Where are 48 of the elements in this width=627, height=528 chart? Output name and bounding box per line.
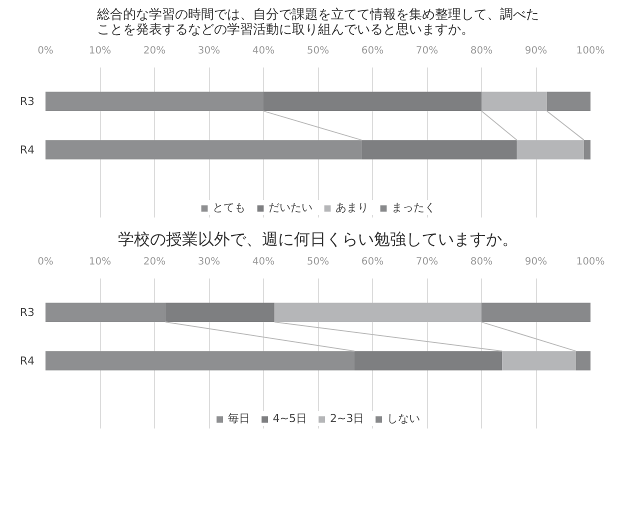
- x-tick-label: 60%: [361, 46, 384, 56]
- x-tick-label: 90%: [524, 256, 548, 268]
- x-tick-label: 70%: [416, 46, 438, 56]
- y-tick-label: R4: [20, 143, 35, 156]
- x-tick-label: 20%: [143, 256, 166, 268]
- y-tick-label: R4: [20, 354, 35, 368]
- x-tick-label: 10%: [88, 46, 112, 56]
- bar: [482, 302, 590, 322]
- bar: [354, 351, 502, 370]
- bar: [46, 92, 264, 112]
- y-tick-label: R3: [20, 306, 35, 319]
- x-tick-label: 60%: [361, 256, 384, 268]
- bar: [264, 92, 482, 112]
- bar: [46, 351, 355, 370]
- x-tick-label: 100%: [576, 256, 605, 268]
- legend-label: しない: [387, 411, 420, 426]
- legend-label: まったく: [392, 200, 436, 215]
- x-tick-label: 0%: [38, 256, 54, 268]
- x-tick-label: 50%: [306, 256, 330, 268]
- bar: [362, 140, 517, 160]
- legend-label: あまり: [336, 200, 368, 215]
- chart-title: 学校の授業以外で、週に何日くらい勉強していますか。: [118, 230, 518, 248]
- bar: [46, 302, 166, 322]
- x-tick-label: 40%: [252, 256, 275, 268]
- x-tick-label: 70%: [416, 256, 438, 268]
- legend-label: 毎日: [228, 411, 250, 426]
- x-tick-label: 0%: [38, 46, 54, 56]
- x-tick-label: 90%: [524, 46, 548, 56]
- bar: [546, 92, 590, 112]
- bar: [46, 140, 362, 160]
- x-tick-label: 50%: [306, 46, 330, 56]
- x-tick-label: 20%: [143, 46, 166, 56]
- legend-label: だいたい: [268, 200, 312, 215]
- x-tick-label: 40%: [252, 46, 275, 56]
- x-tick-label: 30%: [198, 256, 220, 268]
- x-tick-label: 30%: [198, 46, 220, 56]
- legend-label: 2~3日: [330, 411, 364, 426]
- x-tick-label: 80%: [470, 256, 493, 268]
- legend-label: 4~5日: [272, 411, 307, 426]
- x-tick-label: 10%: [88, 256, 112, 268]
- bar: [165, 302, 274, 322]
- chart-title: 総合的な学習の時間では、自分で課題を立てて情報を集め整理して、調べたことを発表するなどの学習活動に取り組んでいると思いますか。: [96, 6, 539, 38]
- bar: [576, 351, 590, 370]
- y-tick-label: R3: [20, 94, 35, 108]
- x-tick-label: 100%: [576, 46, 605, 56]
- x-tick-label: 80%: [470, 46, 493, 56]
- legend-label: とても: [212, 200, 246, 215]
- bar: [584, 140, 590, 160]
